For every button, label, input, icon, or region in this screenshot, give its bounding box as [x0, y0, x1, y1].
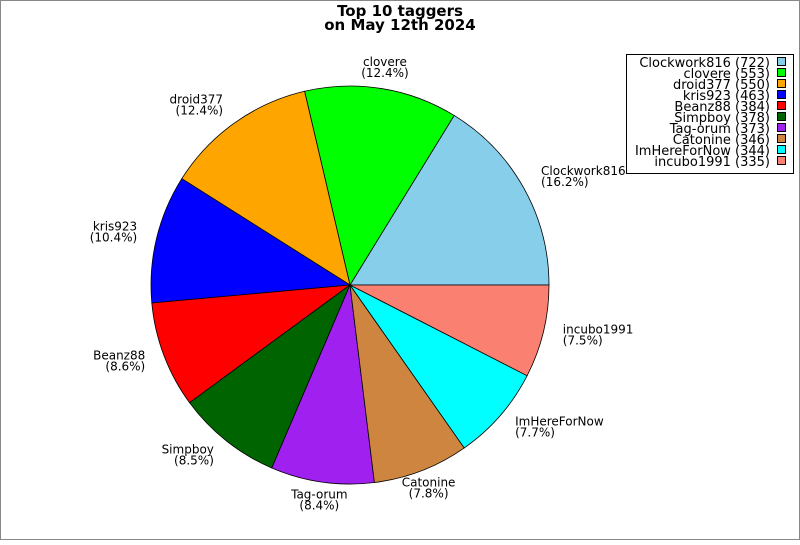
slice-label: Simpboy	[162, 442, 214, 456]
legend-label: Tag-orum (373)	[669, 122, 770, 137]
pie-slice-Clockwork816	[349, 114, 550, 286]
pie-slice-incubo1991	[349, 284, 550, 377]
slice-percent-label: (8.6%)	[105, 359, 145, 373]
slice-percent-label: (7.7%)	[515, 426, 555, 440]
chart-title-line2: on May 12th 2024	[324, 16, 476, 34]
pie-slice-Catonine	[349, 284, 465, 483]
legend-label: Clockwork816 (722)	[639, 56, 770, 71]
pie-slice-ImHereForNow	[349, 284, 528, 449]
slice-percent-label: (10.4%)	[90, 231, 137, 245]
legend-swatch	[777, 90, 786, 99]
chart-title-line1: Top 10 taggers	[337, 2, 463, 20]
slice-percent-label: (12.4%)	[176, 104, 223, 118]
legend-label: Beanz88 (384)	[674, 100, 770, 115]
legend-swatch	[777, 134, 786, 143]
slice-label: kris923	[93, 220, 137, 234]
slice-percent-label: (12.4%)	[361, 66, 408, 80]
slice-label: incubo1991	[563, 322, 634, 336]
legend-label: ImHereForNow (344)	[635, 144, 770, 159]
legend-swatch	[777, 57, 786, 66]
slice-percent-label: (8.4%)	[299, 499, 339, 513]
slice-label: Tag-orum	[290, 488, 347, 502]
legend-label: clovere (553)	[683, 67, 770, 82]
legend-swatch	[777, 123, 786, 132]
slice-label: ImHereForNow	[515, 415, 604, 429]
pie-slice-Beanz88	[151, 284, 352, 404]
slice-percent-label: (8.5%)	[174, 453, 214, 467]
slice-label: Beanz88	[93, 348, 145, 362]
pie-slice-Simpboy	[188, 283, 351, 469]
slice-label: clovere	[363, 55, 407, 69]
legend-label: incubo1991 (335)	[654, 155, 770, 170]
pie-slice-droid377	[181, 90, 351, 286]
slice-percent-label: (7.5%)	[563, 333, 603, 347]
legend-swatch	[777, 145, 786, 154]
legend-swatch	[777, 68, 786, 77]
slice-label: droid377	[170, 93, 223, 107]
pie-slice-clovere	[304, 85, 455, 287]
legend-label: Catonine (346)	[673, 133, 770, 148]
legend-swatch	[777, 101, 786, 110]
slice-percent-label: (16.2%)	[541, 175, 588, 189]
pie-slice-kris923	[150, 178, 352, 304]
legend-swatch	[777, 79, 786, 88]
legend-swatch	[777, 156, 786, 165]
legend-swatch	[777, 112, 786, 121]
legend-label: Simpboy (378)	[674, 111, 770, 126]
legend-label: droid377 (550)	[673, 78, 770, 93]
slice-percent-label: (7.8%)	[409, 486, 449, 500]
slice-label: Clockwork816	[541, 164, 626, 178]
legend-label: kris923 (463)	[683, 89, 770, 104]
pie-slice-Tag-orum	[271, 283, 375, 485]
legend: Clockwork816 (722)clovere (553)droid377 …	[626, 54, 794, 174]
slice-label: Catonine	[402, 475, 456, 489]
